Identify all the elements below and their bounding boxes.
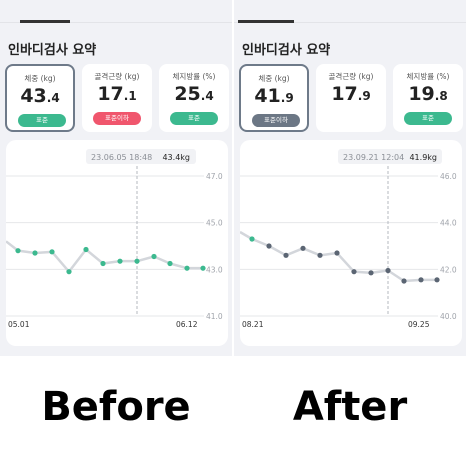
before-panel: 인바디검사 요약 체중 (kg) 43.4 표준 골격근량 (kg) 17.1 … bbox=[0, 0, 232, 356]
data-point[interactable] bbox=[134, 258, 140, 264]
next-card-peek bbox=[6, 350, 86, 356]
tab-indicator bbox=[238, 20, 294, 23]
tooltip-box bbox=[86, 149, 196, 164]
card-value: 17.1 bbox=[97, 83, 137, 105]
tooltip-date: 23.06.05 18:48 bbox=[91, 153, 152, 162]
y-tick-label: 42.0 bbox=[440, 265, 457, 274]
y-tick-label: 43.0 bbox=[206, 265, 223, 274]
data-point[interactable] bbox=[434, 277, 440, 283]
status-badge: 표준이하 bbox=[252, 114, 300, 127]
data-point[interactable] bbox=[418, 277, 424, 283]
data-point[interactable] bbox=[249, 236, 255, 242]
card-value: 25.4 bbox=[174, 83, 214, 105]
after-panel: 인바디검사 요약 체중 (kg) 41.9 표준이하 골격근량 (kg) 17.… bbox=[234, 0, 466, 356]
before-caption: Before bbox=[41, 384, 191, 430]
data-point[interactable] bbox=[49, 249, 55, 255]
status-badge: 표준이하 bbox=[93, 112, 141, 125]
chart-svg: 46.0 44.0 42.0 40.0 23.09.21 12:04 41.9kg 0… bbox=[240, 149, 457, 329]
muscle-card[interactable]: 골격근량 (kg) 17.9 bbox=[316, 64, 386, 132]
card-value: 19.8 bbox=[408, 83, 448, 105]
data-point[interactable] bbox=[15, 248, 21, 254]
data-point[interactable] bbox=[167, 260, 173, 267]
body-fat-card[interactable]: 체지방률 (%) 25.4 표준 bbox=[159, 64, 229, 132]
y-tick-label: 41.0 bbox=[206, 312, 223, 321]
y-tick-label: 45.0 bbox=[206, 219, 223, 228]
data-point[interactable] bbox=[401, 278, 407, 284]
body-fat-card[interactable]: 체지방률 (%) 19.8 표준 bbox=[393, 64, 463, 132]
chart-svg: 47.0 45.0 43.0 41.0 23.06.05 18:48 43.4kg 0… bbox=[6, 149, 223, 329]
weight-series-line bbox=[6, 240, 203, 273]
card-value: 41.9 bbox=[254, 85, 294, 107]
x-end-label: 09.25 bbox=[408, 320, 430, 329]
y-tick-label: 46.0 bbox=[440, 172, 457, 181]
status-badge: 표준 bbox=[170, 112, 218, 125]
tooltip-date: 23.09.21 12:04 bbox=[343, 153, 404, 162]
x-start-label: 05.01 bbox=[8, 320, 30, 329]
data-point[interactable] bbox=[184, 265, 190, 271]
tab-indicator bbox=[20, 20, 70, 23]
top-divider bbox=[0, 22, 232, 23]
after-caption: After bbox=[292, 384, 408, 430]
card-value: 43.4 bbox=[20, 85, 60, 107]
data-point[interactable] bbox=[200, 265, 206, 271]
card-label: 체중 (kg) bbox=[258, 74, 290, 83]
section-title: 인바디검사 요약 bbox=[242, 43, 331, 58]
data-point[interactable] bbox=[83, 246, 89, 253]
y-tick-label: 40.0 bbox=[440, 312, 457, 321]
card-value: 17.9 bbox=[331, 83, 371, 105]
weight-chart[interactable]: 46.0 44.0 42.0 40.0 23.09.21 12:04 41.9kg 0… bbox=[240, 140, 462, 346]
status-badge: 표준 bbox=[18, 114, 66, 127]
muscle-card[interactable]: 골격근량 (kg) 17.1 표준이하 bbox=[82, 64, 152, 132]
card-label: 체지방률 (%) bbox=[406, 72, 450, 81]
tooltip-value: 41.9kg bbox=[409, 153, 437, 162]
next-card-peek bbox=[234, 350, 334, 356]
weight-series-line bbox=[240, 230, 437, 283]
card-label: 골격근량 (kg) bbox=[94, 72, 140, 81]
data-point[interactable] bbox=[385, 267, 391, 274]
tooltip-value: 43.4kg bbox=[162, 153, 190, 162]
data-point[interactable] bbox=[368, 270, 374, 276]
card-label: 체지방률 (%) bbox=[172, 72, 216, 81]
top-divider bbox=[234, 22, 466, 23]
section-title: 인바디검사 요약 bbox=[8, 43, 97, 58]
data-point[interactable] bbox=[351, 269, 357, 275]
tooltip-box bbox=[338, 149, 442, 164]
data-point[interactable] bbox=[117, 258, 123, 264]
card-label: 체중 (kg) bbox=[24, 74, 56, 83]
data-point[interactable] bbox=[334, 250, 340, 256]
data-point[interactable] bbox=[283, 252, 289, 258]
y-tick-label: 47.0 bbox=[206, 172, 223, 181]
x-end-label: 06.12 bbox=[176, 320, 198, 329]
card-label: 골격근량 (kg) bbox=[328, 72, 374, 81]
status-badge: 표준 bbox=[404, 112, 452, 125]
weight-chart[interactable]: 47.0 45.0 43.0 41.0 23.06.05 18:48 43.4kg 0… bbox=[6, 140, 228, 346]
data-point[interactable] bbox=[151, 253, 157, 260]
data-point[interactable] bbox=[266, 243, 272, 249]
y-tick-label: 44.0 bbox=[440, 219, 457, 228]
data-point[interactable] bbox=[100, 260, 106, 267]
data-point[interactable] bbox=[317, 252, 323, 258]
weight-card[interactable]: 체중 (kg) 41.9 표준이하 bbox=[239, 64, 309, 132]
weight-card[interactable]: 체중 (kg) 43.4 표준 bbox=[5, 64, 75, 132]
x-start-label: 08.21 bbox=[242, 320, 264, 329]
data-point[interactable] bbox=[300, 245, 306, 251]
data-point[interactable] bbox=[32, 250, 38, 256]
data-point[interactable] bbox=[66, 269, 72, 275]
